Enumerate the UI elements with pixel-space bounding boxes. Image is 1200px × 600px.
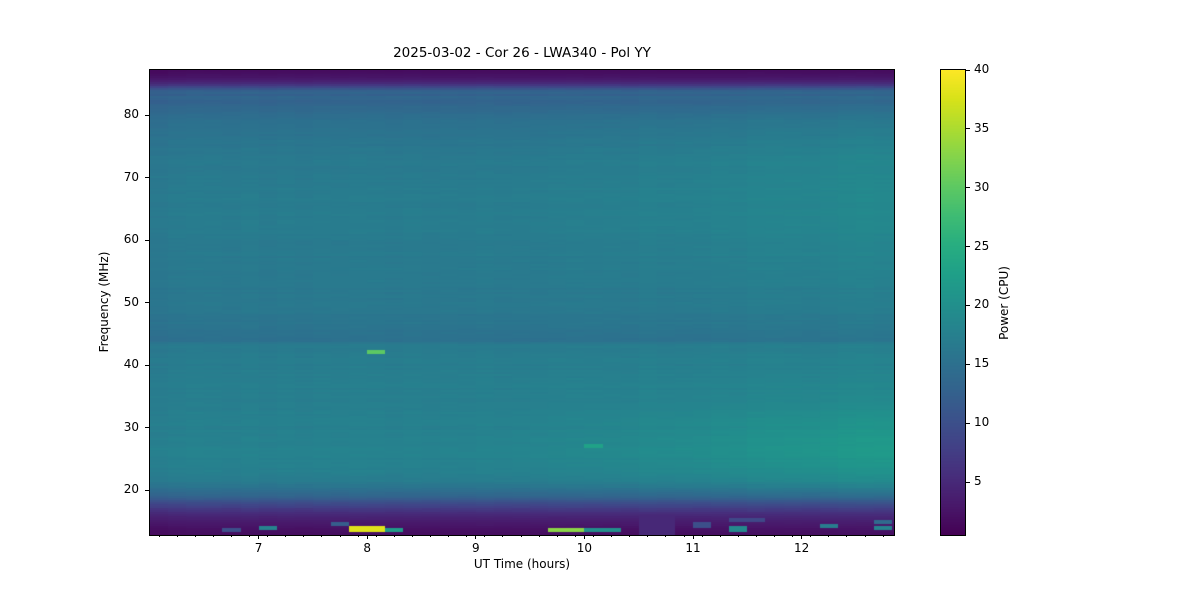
x-minor-tick-mark: [593, 535, 594, 537]
x-minor-tick-mark: [828, 535, 830, 537]
x-tick-mark: [258, 535, 260, 539]
y-tick-label: 60: [123, 232, 139, 246]
x-minor-tick-mark: [882, 535, 884, 537]
colorbar-tick-label: 25: [974, 238, 990, 253]
x-tick-label: 7: [254, 541, 263, 555]
y-tick-mark: [145, 177, 149, 178]
x-minor-tick-mark: [719, 535, 721, 537]
colorbar-tick-mark: [966, 422, 970, 424]
colorbar-tick-mark: [966, 187, 970, 189]
x-minor-tick-mark: [810, 535, 812, 537]
x-minor-tick-mark: [448, 535, 450, 537]
y-tick-mark: [145, 427, 149, 428]
colorbar: [940, 69, 966, 536]
y-tick-label: 70: [123, 169, 139, 184]
colorbar-tick-label: 40: [974, 62, 990, 76]
colorbar-tick-label: 10: [974, 415, 990, 430]
colorbar-tick-mark: [966, 363, 970, 365]
spectrogram-plot: [149, 69, 895, 536]
spectrogram-canvas: [150, 70, 894, 535]
x-minor-tick-mark: [683, 535, 685, 537]
colorbar-tick-label: 20: [974, 297, 990, 312]
x-minor-tick-mark: [303, 535, 305, 537]
colorbar-tick-mark: [966, 69, 970, 71]
y-tick-mark: [145, 489, 149, 491]
x-minor-tick-mark: [466, 535, 468, 537]
y-tick-mark: [145, 239, 149, 241]
x-minor-tick-mark: [556, 535, 558, 537]
x-minor-tick-mark: [629, 535, 631, 537]
x-tick-mark: [583, 535, 585, 539]
x-tick-mark: [801, 535, 803, 539]
y-tick-mark: [145, 302, 149, 303]
x-minor-tick-mark: [357, 535, 359, 537]
x-minor-tick-mark: [502, 535, 504, 537]
x-tick-label: 8: [363, 541, 372, 555]
x-minor-tick-mark: [411, 535, 413, 537]
y-tick-mark: [145, 364, 149, 366]
x-tick-label: 10: [576, 541, 593, 555]
x-tick-mark: [366, 535, 368, 539]
x-minor-tick-mark: [755, 535, 757, 537]
x-minor-tick-mark: [665, 535, 667, 537]
x-minor-tick-mark: [393, 535, 395, 537]
colorbar-tick-label: 15: [974, 356, 990, 371]
x-tick-mark: [475, 535, 477, 539]
x-axis-label: UT Time (hours): [473, 557, 571, 571]
y-tick-label: 30: [123, 419, 139, 434]
y-tick-label: 40: [123, 357, 139, 371]
colorbar-tick-label: 35: [974, 120, 990, 135]
colorbar-tick-mark: [966, 481, 970, 483]
colorbar-tick-mark: [966, 128, 970, 130]
y-tick-label: 80: [123, 107, 139, 121]
x-minor-tick-mark: [430, 535, 432, 537]
x-tick-label: 11: [685, 541, 701, 555]
plot-title: 2025-03-02 - Cor 26 - LWA340 - Pol YY: [393, 45, 651, 61]
x-minor-tick-mark: [574, 535, 576, 537]
x-minor-tick-mark: [212, 535, 214, 537]
x-tick-label: 9: [472, 541, 480, 555]
x-minor-tick-mark: [194, 535, 196, 537]
x-minor-tick-mark: [321, 535, 323, 537]
x-minor-tick-mark: [737, 535, 739, 537]
x-minor-tick-mark: [484, 535, 486, 537]
y-tick-label: 20: [123, 482, 139, 496]
x-minor-tick-mark: [230, 535, 232, 537]
colorbar-tick-label: 30: [974, 179, 990, 194]
x-minor-tick-mark: [285, 535, 287, 537]
x-minor-tick-mark: [520, 535, 522, 537]
x-minor-tick-mark: [701, 535, 703, 537]
colorbar-label: Power (CPU): [997, 266, 1011, 340]
x-minor-tick-mark: [846, 535, 848, 537]
x-minor-tick-mark: [375, 535, 377, 537]
y-tick-mark: [145, 114, 149, 116]
x-minor-tick-mark: [176, 535, 178, 537]
x-minor-tick-mark: [267, 535, 269, 537]
x-minor-tick-mark: [538, 535, 540, 537]
x-minor-tick-mark: [774, 535, 776, 537]
y-tick-label: 50: [123, 294, 139, 309]
x-minor-tick-mark: [792, 535, 794, 537]
colorbar-canvas: [941, 70, 965, 535]
x-minor-tick-mark: [158, 535, 160, 537]
x-minor-tick-mark: [249, 535, 251, 537]
x-minor-tick-mark: [339, 535, 341, 537]
x-minor-tick-mark: [864, 535, 866, 537]
colorbar-tick-mark: [966, 304, 970, 306]
colorbar-tick-mark: [966, 246, 970, 248]
colorbar-tick-label: 5: [974, 474, 982, 489]
x-minor-tick-mark: [647, 535, 649, 537]
x-minor-tick-mark: [611, 535, 613, 537]
x-tick-label: 12: [794, 541, 810, 555]
x-tick-mark: [692, 535, 694, 539]
